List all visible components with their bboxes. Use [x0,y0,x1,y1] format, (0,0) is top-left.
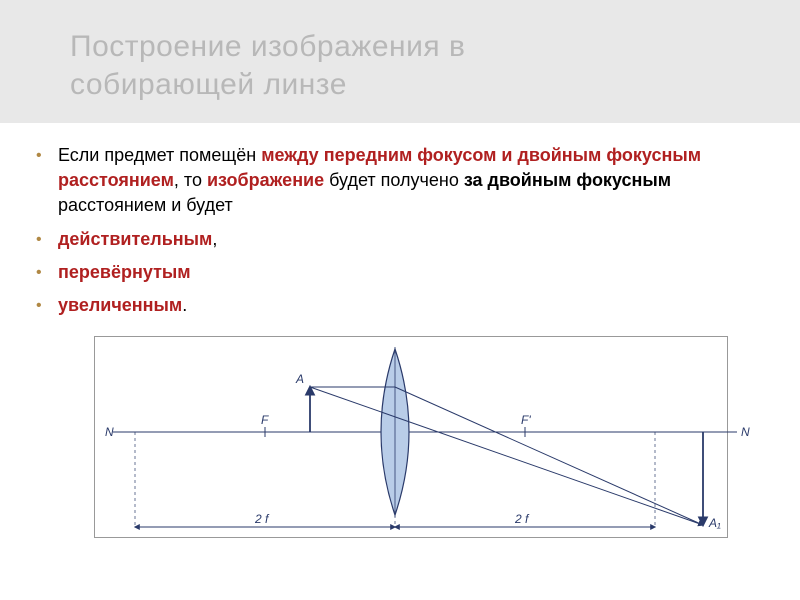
svg-text:N: N [105,425,114,439]
b1: действительным [58,229,212,249]
bullet-1-text: действительным, [58,227,764,252]
svg-text:А: А [295,372,304,386]
title-line-1: Построение изображения в [70,30,465,63]
intro-b: , то [174,170,207,190]
intro-d: расстоянием и будет [58,195,233,215]
b1-suffix: , [212,229,217,249]
title: Построение изображения в собирающей линз… [70,28,764,103]
bullet-2: • перевёрнутым [36,260,764,285]
title-line-2: собирающей линзе [70,68,347,101]
bullet-3: • увеличенным. [36,293,764,318]
slide: Построение изображения в собирающей линз… [0,0,800,600]
svg-text:N: N [741,425,750,439]
intro-a: Если предмет помещён [58,145,261,165]
b3-suffix: . [182,295,187,315]
b3: увеличенным [58,295,182,315]
diagram-frame: NNFF'АА₁2 f2 f [94,336,728,538]
intro-c: будет получено [324,170,464,190]
svg-text:А₁: А₁ [708,516,721,530]
bullet-icon: • [36,143,58,167]
lens-diagram: N N F F' А А₁ 2 f 2 f [95,337,755,537]
bullet-1: • действительным, [36,227,764,252]
bullet-icon: • [36,293,58,317]
intro-bold: за двойным фокусным [464,170,671,190]
bullet-icon: • [36,260,58,284]
intro-text: Если предмет помещён между передним фоку… [58,143,764,219]
svg-text:F: F [261,413,269,427]
b2: перевёрнутым [58,260,764,285]
svg-text:2 f: 2 f [514,512,530,526]
title-band: Построение изображения в собирающей линз… [0,0,800,123]
bullet-3-text: увеличенным. [58,293,764,318]
bullet-intro: • Если предмет помещён между передним фо… [36,143,764,219]
svg-text:F': F' [521,413,531,427]
content: • Если предмет помещён между передним фо… [0,123,800,538]
bullet-icon: • [36,227,58,251]
intro-red-2: изображение [207,170,324,190]
svg-text:2 f: 2 f [254,512,270,526]
